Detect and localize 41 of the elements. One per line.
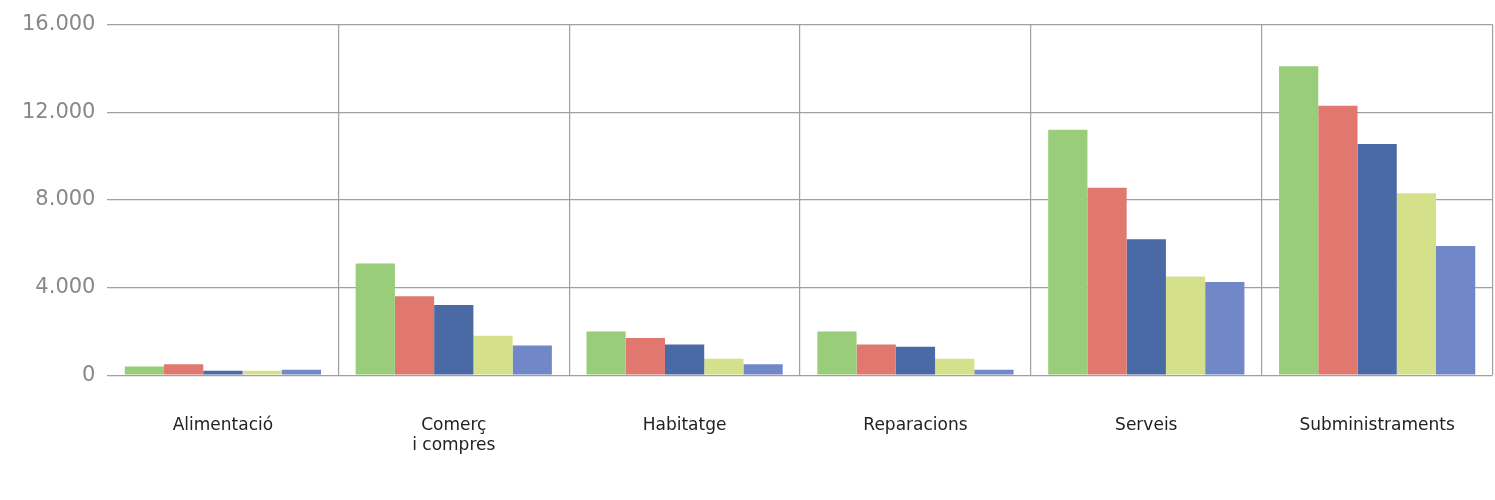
bar [124, 366, 165, 375]
bar [1165, 276, 1206, 375]
bar [974, 369, 1014, 375]
bar [355, 263, 395, 375]
y-tick-label: 4.000 [35, 274, 96, 298]
bar [625, 337, 665, 375]
bar [1357, 144, 1397, 375]
x-tick-label: Serveis [1115, 413, 1178, 434]
bar [704, 358, 744, 375]
x-tick-label: Subministraments [1299, 413, 1455, 434]
bar [1396, 193, 1437, 375]
bar [817, 331, 857, 375]
bar [935, 358, 975, 375]
bar [1318, 105, 1358, 375]
y-tick-label: 0 [82, 361, 96, 386]
x-tick-label: Comerç i compres [412, 413, 496, 455]
bar [242, 370, 282, 375]
bar [1205, 282, 1245, 375]
bar [664, 344, 705, 375]
bar [203, 370, 243, 375]
bar [1087, 187, 1127, 375]
bar [1126, 239, 1166, 375]
x-tick-label: Habitatge [642, 413, 727, 434]
bar [1436, 245, 1476, 375]
bar [1048, 129, 1088, 375]
bar [512, 345, 552, 375]
bar [586, 331, 626, 375]
bar [856, 344, 896, 375]
bar [434, 305, 474, 375]
bar [394, 296, 435, 375]
bar [164, 364, 204, 375]
y-tick-label: 12.000 [22, 98, 96, 123]
bar [1279, 66, 1319, 375]
bar [895, 346, 936, 375]
bar [743, 364, 783, 375]
x-tick-label: Alimentació [172, 413, 274, 434]
y-tick-label: 8.000 [35, 186, 96, 211]
bar [473, 335, 513, 375]
y-tick-label: 16.000 [22, 11, 96, 36]
bar [281, 369, 322, 375]
x-tick-label: Reparacions [863, 413, 968, 434]
